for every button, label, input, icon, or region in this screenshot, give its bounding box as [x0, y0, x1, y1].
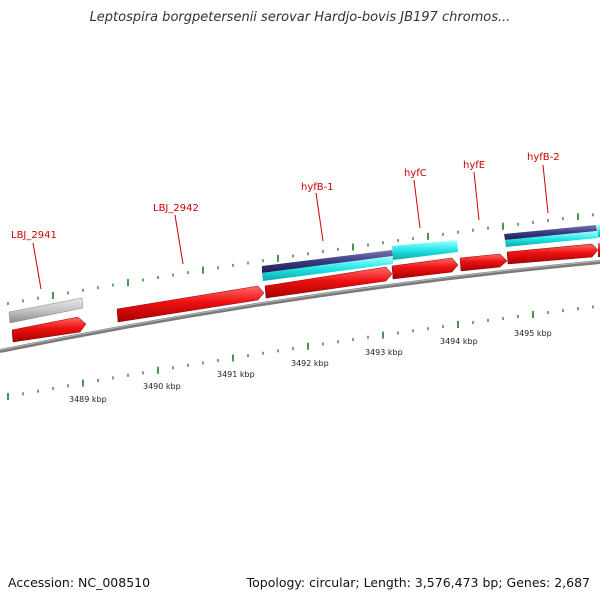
cds-feature-hyfc[interactable]	[391, 257, 459, 280]
kbp-label-3490: 3490 kbp	[143, 382, 181, 391]
chromosome-backbone	[0, 260, 600, 353]
gene-label-hyfb-1[interactable]: hyfB-1	[301, 182, 334, 193]
kbp-label-3491: 3491 kbp	[217, 370, 255, 379]
gene-label-hyfc[interactable]: hyfC	[404, 168, 427, 179]
label-leader-hyfb-2	[542, 164, 549, 214]
label-leader-lbj-2942	[174, 214, 184, 265]
domain-feature-hyfc-cyan[interactable]	[392, 240, 458, 260]
gene-label-hyfe[interactable]: hyfE	[463, 160, 485, 171]
label-leader-hyfb-1	[315, 192, 324, 242]
domain-feature-hyfb-1-cyan[interactable]	[262, 256, 393, 281]
gene-labels: LBJ_2941 LBJ_2942 hyfB-1 hyfC hyfE hyfB-…	[11, 152, 560, 290]
domain-feature-hyfb-2-cyan[interactable]	[505, 231, 598, 247]
cds-feature-hyfb-1[interactable]	[264, 266, 393, 299]
domain-feature-hyfb-1-purple[interactable]	[262, 250, 393, 273]
label-leader-lbj-2941	[32, 242, 42, 290]
kbp-labels: 3489 kbp 3490 kbp 3491 kbp 3492 kbp 3493…	[69, 329, 552, 404]
gene-feature-lbj-2941[interactable]	[8, 297, 84, 324]
tick-row-top	[7, 213, 594, 306]
genome-summary-text: Topology: circular; Length: 3,576,473 bp…	[246, 575, 590, 590]
kbp-label-3489: 3489 kbp	[69, 395, 107, 404]
cds-feature-lbj-2941[interactable]	[11, 316, 87, 343]
cds-feature-hyfe[interactable]	[459, 253, 508, 272]
gene-label-lbj-2941[interactable]: LBJ_2941	[11, 230, 57, 241]
domain-feature-hyfb-2-purple[interactable]	[504, 225, 597, 240]
label-leader-hyfe	[473, 171, 480, 221]
domain-feature-edge-cyan[interactable]	[597, 225, 600, 237]
chromosome-backbone-highlight	[0, 260, 600, 351]
kbp-label-3495: 3495 kbp	[514, 329, 552, 338]
cds-feature-hyfb-2[interactable]	[506, 243, 599, 265]
features	[8, 225, 600, 343]
label-leader-hyfc	[413, 179, 421, 229]
kbp-label-3493: 3493 kbp	[365, 348, 403, 357]
map-title: Leptospira borgpetersenii serovar Hardjo…	[89, 10, 511, 25]
tick-row-bottom	[7, 305, 594, 401]
kbp-label-3494: 3494 kbp	[440, 337, 478, 346]
accession-text: Accession: NC_008510	[8, 575, 151, 590]
gene-label-hyfb-2[interactable]: hyfB-2	[527, 152, 560, 163]
cds-feature-lbj-2942[interactable]	[116, 285, 265, 323]
gene-label-lbj-2942[interactable]: LBJ_2942	[153, 203, 199, 214]
kbp-label-3492: 3492 kbp	[291, 359, 329, 368]
